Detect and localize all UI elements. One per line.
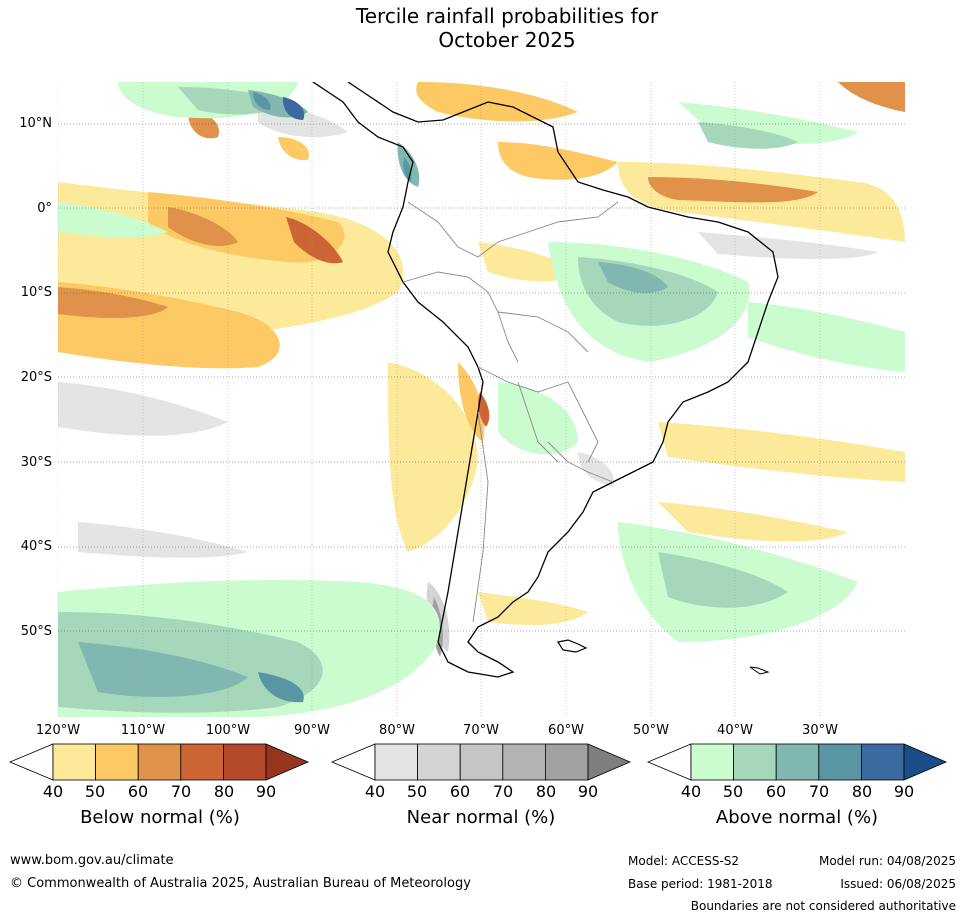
colorbar-below-normal [8, 743, 310, 781]
lat-label-20S: 20°S [20, 370, 52, 385]
lon-label-120W: 120°W [35, 723, 81, 738]
lat-label-30S: 30°S [20, 455, 52, 470]
colorbar-segment [502, 743, 546, 781]
issued-text: Issued: 06/08/2025 [840, 877, 956, 891]
colorbar-under-triangle [330, 743, 376, 781]
colorbar-above-normal [646, 743, 948, 781]
lat-label-10N: 10°N [19, 116, 52, 131]
colorbar-segment [222, 743, 267, 781]
colorbar-segment [374, 743, 418, 781]
tick: 50 [722, 782, 744, 801]
falkland-islands [557, 639, 588, 653]
colorbar-segment [860, 743, 905, 781]
tick: 90 [893, 782, 915, 801]
colorbar-over-triangle [903, 743, 948, 781]
below-normal-areas [58, 82, 905, 625]
lon-label-40W: 40°W [717, 723, 753, 738]
tick: 60 [765, 782, 787, 801]
coastline [312, 82, 779, 678]
lon-label-100W: 100°W [205, 723, 251, 738]
colorbar-segment [52, 743, 96, 781]
colorbar-segment [137, 743, 182, 781]
title-line-2: October 2025 [438, 28, 576, 52]
tick: 70 [492, 782, 514, 801]
lon-label-50W: 50°W [633, 723, 669, 738]
lon-label-70W: 70°W [463, 723, 499, 738]
colorbar-label-below: Below normal (%) [80, 807, 240, 828]
lat-label-10S: 10°S [20, 285, 52, 300]
colorbar-segment [690, 743, 734, 781]
lon-label-60W: 60°W [548, 723, 584, 738]
map-title: Tercile rainfall probabilities for Octob… [0, 4, 965, 52]
meridians [58, 82, 821, 717]
colorbar-label-above: Above normal (%) [715, 807, 879, 828]
above-normal-areas [58, 82, 905, 717]
lon-label-90W: 90°W [294, 723, 330, 738]
base-period-text: Base period: 1981-2018 [628, 877, 773, 891]
tick: 80 [535, 782, 557, 801]
lat-label-40S: 40°S [20, 539, 52, 554]
tick: 90 [255, 782, 277, 801]
probability-map [58, 82, 905, 717]
colorbar-label-near: Near normal (%) [406, 807, 556, 828]
tick: 60 [449, 782, 471, 801]
tick: 80 [213, 782, 235, 801]
colorbar-under-triangle [646, 743, 692, 781]
tick: 40 [42, 782, 64, 801]
lat-label-50S: 50°S [20, 624, 52, 639]
lon-label-80W: 80°W [379, 723, 415, 738]
tick: 60 [127, 782, 149, 801]
model-text: Model: ACCESS-S2 [628, 854, 740, 868]
colorbar-segment [459, 743, 504, 781]
tick: 40 [680, 782, 702, 801]
disclaimer-text: Boundaries are not considered authoritat… [690, 899, 956, 913]
colorbar-segment [544, 743, 589, 781]
colorbar-near-normal [330, 743, 632, 781]
colorbar-segment [818, 743, 862, 781]
tick: 80 [851, 782, 873, 801]
lon-label-30W: 30°W [802, 723, 838, 738]
lat-label-0: 0° [37, 201, 52, 216]
tick: 50 [406, 782, 428, 801]
colorbar-segment [733, 743, 777, 781]
tick: 90 [577, 782, 599, 801]
website-link[interactable]: www.bom.gov.au/climate [10, 853, 174, 868]
model-run-text: Model run: 04/08/2025 [818, 854, 956, 868]
lon-label-110W: 110°W [120, 723, 166, 738]
colorbar-segment [417, 743, 461, 781]
tick: 50 [84, 782, 106, 801]
graticule [58, 123, 905, 632]
colorbar-segment [775, 743, 820, 781]
tick: 40 [364, 782, 386, 801]
colorbar-segment [95, 743, 139, 781]
copyright-text: © Commonwealth of Australia 2025, Austra… [10, 876, 471, 891]
colorbar-segment [180, 743, 224, 781]
colorbar-over-triangle [265, 743, 310, 781]
south-georgia [749, 666, 770, 675]
country-borders [402, 201, 619, 623]
colorbar-under-triangle [8, 743, 54, 781]
tick: 70 [170, 782, 192, 801]
title-line-1: Tercile rainfall probabilities for [355, 4, 659, 28]
tick: 70 [808, 782, 830, 801]
colorbar-over-triangle [587, 743, 632, 781]
